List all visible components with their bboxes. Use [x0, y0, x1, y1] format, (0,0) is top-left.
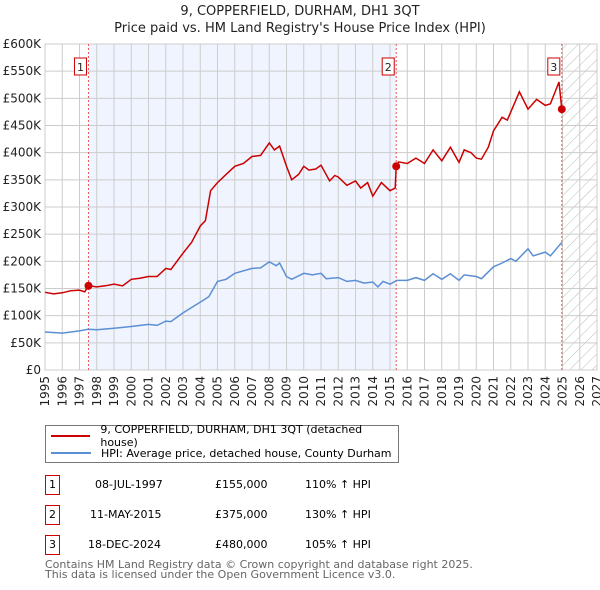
x-tick-label: 2012 [331, 376, 345, 407]
x-tick-label: 2027 [590, 376, 600, 407]
sale-point [84, 281, 93, 290]
x-tick-label: 2000 [124, 376, 138, 407]
x-tick-label: 2025 [556, 376, 570, 407]
sale-date: 11-MAY-2015 [90, 508, 162, 521]
sale-badge-box [547, 57, 561, 76]
legend: 9, COPPERFIELD, DURHAM, DH1 3QT (detache… [45, 423, 399, 463]
sale-date: 18-DEC-2024 [88, 538, 162, 551]
x-tick-label: 1998 [90, 376, 104, 407]
x-tick-label: 2020 [469, 376, 483, 407]
x-tick-label: 1997 [73, 376, 87, 407]
x-tick-label: 2021 [487, 376, 501, 407]
x-tick-label: 1996 [55, 376, 69, 407]
y-tick-label: £50K [10, 336, 42, 350]
x-tick-label: 2024 [538, 376, 552, 407]
x-tick-label: 1995 [38, 376, 52, 407]
sale-hpi: 130% ↑ HPI [305, 508, 371, 521]
x-tick-label: 2016 [400, 376, 414, 407]
y-tick-label: £0 [26, 363, 41, 377]
x-tick-label: 2006 [228, 376, 242, 407]
sale-hpi: 105% ↑ HPI [305, 538, 371, 551]
sale-price: £480,000 [215, 538, 268, 551]
y-tick-label: £600K [3, 37, 43, 51]
x-tick-label: 2011 [314, 376, 328, 407]
footer-copyright: Contains HM Land Registry data © Crown c… [45, 558, 473, 571]
y-tick-label: £300K [3, 200, 43, 214]
sale-badge-label: 2 [385, 61, 392, 74]
x-tick-label: 2007 [245, 376, 259, 407]
legend-swatch-red [51, 435, 91, 437]
sale-price: £375,000 [215, 508, 268, 521]
chart-title: 9, COPPERFIELD, DURHAM, DH1 3QT [180, 4, 420, 19]
sale-badge: 3 [45, 535, 60, 555]
y-tick-label: £250K [3, 227, 43, 241]
series-line [44, 241, 563, 334]
y-tick-label: £500K [3, 91, 43, 105]
sale-hpi: 110% ↑ HPI [305, 478, 371, 491]
x-tick-label: 2017 [418, 376, 432, 407]
chart-subtitle: Price paid vs. HM Land Registry's House … [114, 21, 486, 36]
sale-price: £155,000 [215, 478, 268, 491]
x-tick-label: 2022 [504, 376, 518, 407]
sale-badge-label: 3 [550, 61, 557, 74]
price-chart: 1995 1996 1997 1998 1999 2000 2001 2002 2003 2004… [3, 37, 600, 407]
x-tick-label: 2023 [521, 376, 535, 407]
legend-item-property: 9, COPPERFIELD, DURHAM, DH1 3QT (detache… [51, 423, 398, 449]
y-tick-label: £400K [3, 146, 43, 160]
x-tick-label: 2019 [452, 376, 466, 407]
sale-row: 2 11-MAY-2015 £375,000 130% ↑ HPI [45, 505, 465, 525]
sale-badge: 2 [45, 505, 60, 525]
footer-licence: This data is licensed under the Open Gov… [45, 568, 396, 581]
series-line [44, 81, 563, 295]
sale-badge-box [73, 57, 87, 76]
sale-badge-box [381, 57, 395, 76]
x-tick-label: 2014 [366, 376, 380, 407]
x-tick-label: 2003 [176, 376, 190, 407]
x-tick-label: 2018 [435, 376, 449, 407]
legend-item-hpi: HPI: Average price, detached house, Coun… [51, 445, 392, 461]
sale-point [557, 105, 566, 114]
legend-label: HPI: Average price, detached house, Coun… [101, 446, 392, 460]
footer: Contains HM Land Registry data © Crown c… [45, 558, 473, 581]
y-tick-label: £150K [3, 282, 43, 296]
legend-label: 9, COPPERFIELD, DURHAM, DH1 3QT (detache… [100, 423, 363, 449]
x-tick-label: 2009 [280, 376, 294, 407]
y-tick-label: £450K [3, 119, 43, 133]
sale-date: 08-JUL-1997 [95, 478, 163, 491]
y-tick-label: £200K [3, 254, 43, 268]
legend-swatch-blue [51, 452, 91, 454]
y-tick-label: £350K [3, 173, 43, 187]
sale-badge: 1 [45, 475, 60, 495]
sale-badge-label: 1 [77, 61, 84, 74]
x-tick-label: 2005 [211, 376, 225, 407]
x-tick-label: 2002 [159, 376, 173, 407]
x-tick-label: 2010 [297, 376, 311, 407]
y-tick-label: £100K [3, 309, 43, 323]
sale-row: 1 08-JUL-1997 £155,000 110% ↑ HPI [45, 475, 465, 495]
x-tick-label: 2013 [349, 376, 363, 407]
x-tick-label: 1999 [107, 376, 121, 407]
x-tick-label: 2026 [573, 376, 587, 407]
x-tick-label: 2004 [193, 376, 207, 407]
sale-row: 3 18-DEC-2024 £480,000 105% ↑ HPI [45, 535, 465, 555]
x-tick-label: 2008 [262, 376, 276, 407]
y-tick-label: £550K [3, 64, 43, 78]
x-tick-label: 2015 [383, 376, 397, 407]
x-tick-label: 2001 [142, 376, 156, 407]
plot-border [44, 43, 598, 371]
sale-point [392, 162, 401, 171]
